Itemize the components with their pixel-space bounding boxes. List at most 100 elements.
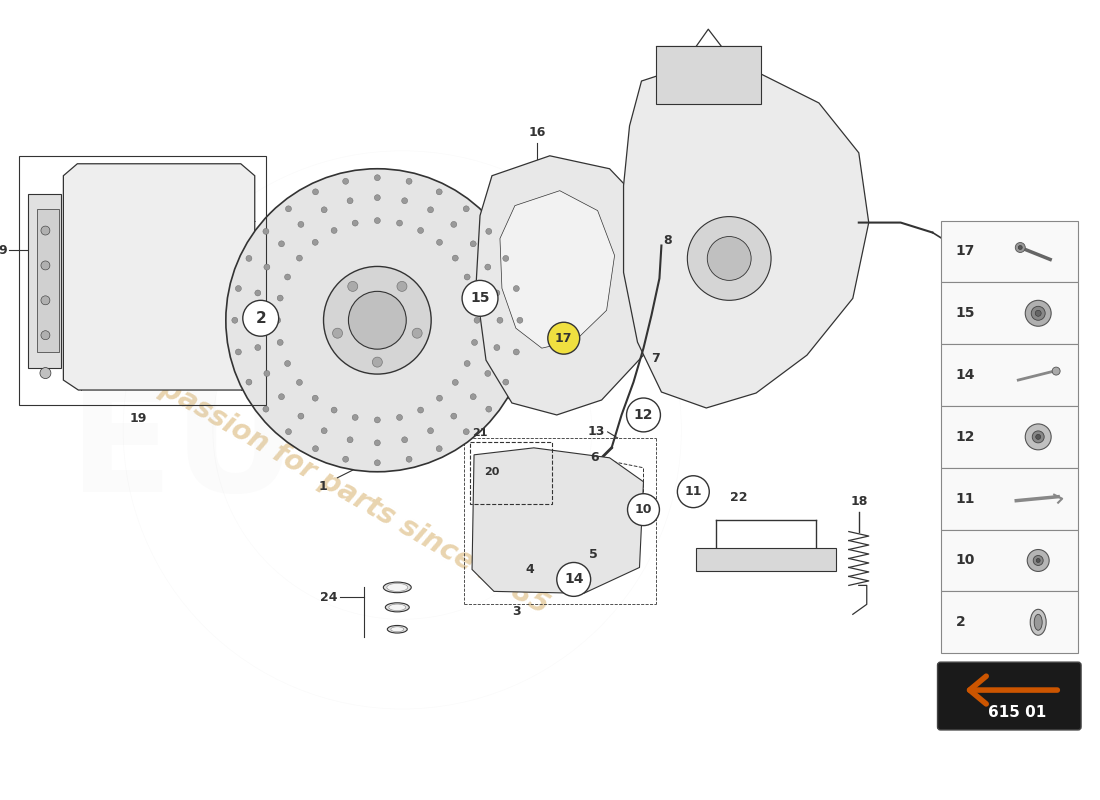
- Circle shape: [235, 349, 241, 355]
- FancyArrowPatch shape: [969, 676, 1057, 704]
- Circle shape: [470, 241, 476, 247]
- Circle shape: [406, 178, 412, 184]
- Text: a passion for parts since 1985: a passion for parts since 1985: [131, 360, 553, 620]
- Bar: [940, 282, 1078, 344]
- FancyBboxPatch shape: [937, 662, 1081, 730]
- Text: 7: 7: [651, 352, 660, 365]
- Circle shape: [463, 429, 470, 434]
- Circle shape: [428, 428, 433, 434]
- Circle shape: [285, 361, 290, 366]
- Circle shape: [514, 349, 519, 355]
- Circle shape: [462, 280, 498, 316]
- Circle shape: [246, 379, 252, 385]
- Circle shape: [374, 460, 381, 466]
- Circle shape: [342, 178, 349, 184]
- Circle shape: [349, 291, 406, 349]
- Text: 22: 22: [730, 491, 748, 504]
- Ellipse shape: [383, 582, 411, 593]
- Circle shape: [41, 261, 50, 270]
- Circle shape: [41, 296, 50, 305]
- Circle shape: [486, 406, 492, 412]
- Circle shape: [312, 395, 318, 401]
- Circle shape: [374, 440, 381, 446]
- Text: 12: 12: [956, 430, 975, 444]
- Circle shape: [451, 222, 456, 227]
- Circle shape: [373, 357, 383, 367]
- Ellipse shape: [1034, 614, 1042, 630]
- Circle shape: [278, 241, 285, 247]
- Circle shape: [503, 379, 509, 385]
- Text: 1: 1: [318, 480, 327, 493]
- Circle shape: [396, 414, 403, 421]
- Text: 14: 14: [956, 368, 975, 382]
- Text: 5: 5: [590, 548, 598, 561]
- Circle shape: [252, 318, 257, 323]
- Circle shape: [263, 406, 268, 412]
- Circle shape: [1019, 246, 1022, 250]
- Circle shape: [1036, 558, 1041, 562]
- Bar: [940, 468, 1078, 530]
- Bar: [470, 442, 552, 504]
- Circle shape: [451, 413, 456, 419]
- Circle shape: [627, 494, 659, 526]
- Text: 21: 21: [472, 428, 487, 438]
- Circle shape: [374, 417, 381, 423]
- Circle shape: [470, 394, 476, 400]
- Circle shape: [472, 339, 477, 346]
- Text: 10: 10: [635, 503, 652, 516]
- Text: EU: EU: [69, 375, 297, 524]
- Circle shape: [298, 222, 304, 227]
- Circle shape: [332, 328, 342, 338]
- Circle shape: [494, 290, 499, 296]
- Circle shape: [374, 174, 381, 181]
- Text: 8: 8: [663, 234, 672, 247]
- Circle shape: [412, 328, 422, 338]
- Circle shape: [331, 227, 337, 234]
- Polygon shape: [476, 156, 659, 415]
- Polygon shape: [472, 448, 644, 594]
- Circle shape: [678, 476, 710, 508]
- Circle shape: [348, 437, 353, 442]
- Text: 15: 15: [956, 306, 975, 320]
- Text: 18: 18: [850, 495, 868, 508]
- Text: 16: 16: [528, 126, 546, 139]
- Circle shape: [1036, 434, 1041, 439]
- Circle shape: [255, 345, 261, 350]
- Circle shape: [494, 345, 499, 350]
- Polygon shape: [29, 194, 62, 368]
- Text: 15: 15: [471, 291, 490, 306]
- Polygon shape: [64, 164, 255, 390]
- Polygon shape: [624, 63, 869, 408]
- Ellipse shape: [1031, 610, 1046, 635]
- Circle shape: [402, 437, 408, 442]
- Circle shape: [352, 414, 359, 421]
- Circle shape: [557, 562, 591, 596]
- Text: 14: 14: [564, 573, 583, 586]
- Circle shape: [437, 446, 442, 452]
- Circle shape: [485, 370, 491, 377]
- Circle shape: [517, 318, 522, 323]
- Circle shape: [1025, 300, 1052, 326]
- Polygon shape: [500, 190, 615, 348]
- Ellipse shape: [387, 626, 407, 633]
- Text: 17: 17: [556, 332, 572, 345]
- Circle shape: [688, 217, 771, 300]
- Circle shape: [226, 169, 529, 472]
- Text: 2: 2: [956, 615, 965, 630]
- Circle shape: [278, 394, 285, 400]
- Circle shape: [321, 207, 327, 213]
- Circle shape: [472, 295, 477, 301]
- Text: 11: 11: [956, 492, 975, 506]
- Circle shape: [437, 395, 442, 401]
- Circle shape: [463, 206, 470, 212]
- Circle shape: [342, 456, 349, 462]
- Circle shape: [331, 407, 337, 413]
- Circle shape: [514, 286, 519, 291]
- Text: 24: 24: [320, 591, 338, 604]
- Circle shape: [321, 428, 327, 434]
- Circle shape: [232, 318, 238, 323]
- Circle shape: [348, 282, 358, 291]
- Bar: [940, 406, 1078, 468]
- Text: 23: 23: [701, 48, 718, 61]
- Text: 615 01: 615 01: [988, 706, 1046, 721]
